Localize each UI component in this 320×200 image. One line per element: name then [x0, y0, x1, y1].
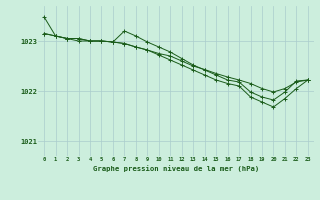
X-axis label: Graphe pression niveau de la mer (hPa): Graphe pression niveau de la mer (hPa): [93, 165, 259, 172]
